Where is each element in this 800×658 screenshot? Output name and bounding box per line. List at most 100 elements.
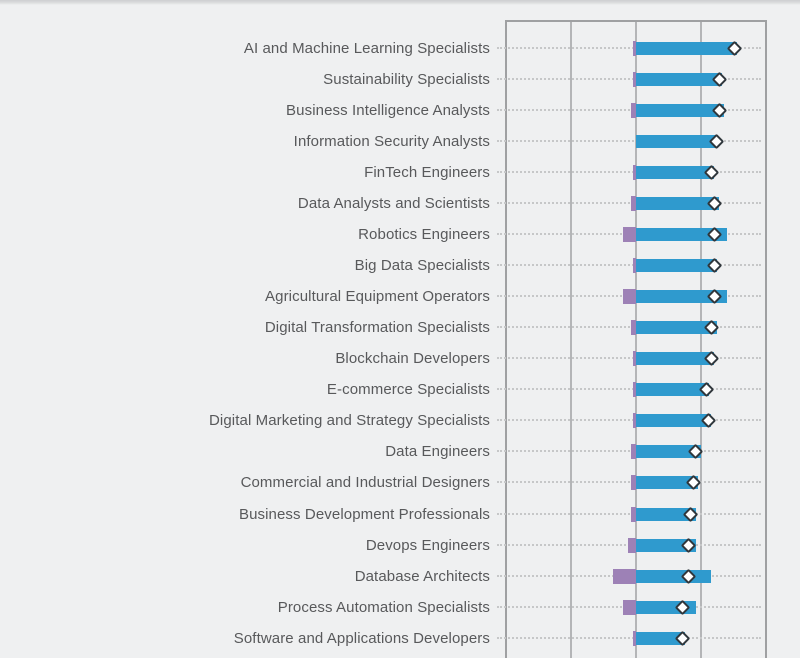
leader-dots xyxy=(497,139,761,142)
growth-bar xyxy=(636,569,712,583)
leader-dots xyxy=(497,357,761,360)
leader-dots xyxy=(497,170,761,173)
chart-row: Information Security Analysts xyxy=(0,126,800,157)
gridline xyxy=(700,20,702,658)
decline-bar xyxy=(630,444,636,460)
chart-row: Sustainability Specialists xyxy=(0,64,800,95)
leader-dots xyxy=(497,450,761,453)
chart-row: FinTech Engineers xyxy=(0,157,800,188)
category-label: Database Architects xyxy=(354,567,490,585)
category-label: Blockchain Developers xyxy=(335,350,490,368)
decline-bar xyxy=(630,195,636,211)
category-label: Information Security Analysts xyxy=(293,132,490,150)
leader-dots xyxy=(497,108,761,111)
decline-bar xyxy=(623,289,636,305)
decline-bar xyxy=(633,40,636,56)
leader-dots xyxy=(497,481,761,484)
leader-dots xyxy=(497,636,761,639)
growth-bar xyxy=(636,507,696,521)
decline-bar xyxy=(633,351,636,367)
category-label: Digital Transformation Specialists xyxy=(264,319,490,337)
chart-row: Business Development Professionals xyxy=(0,499,800,530)
growth-bar xyxy=(636,103,725,117)
chart-row: Devops Engineers xyxy=(0,530,800,561)
decline-bar xyxy=(630,320,636,336)
decline-bar xyxy=(633,71,636,87)
decline-bar xyxy=(633,382,636,398)
category-label: Robotics Engineers xyxy=(358,225,490,243)
growth-bar xyxy=(636,227,727,241)
gridline xyxy=(570,20,572,658)
chart-row: Data Analysts and Scientists xyxy=(0,188,800,219)
chart-row: Data Engineers xyxy=(0,436,800,467)
decline-bar xyxy=(612,568,636,584)
growth-bar xyxy=(636,72,722,86)
category-label: Devops Engineers xyxy=(365,536,490,554)
growth-bar xyxy=(636,414,712,428)
growth-bar xyxy=(636,383,709,397)
growth-bar xyxy=(636,290,727,304)
plot-border-top xyxy=(505,20,767,22)
chart-row: Commercial and Industrial Designers xyxy=(0,467,800,498)
decline-bar xyxy=(633,413,636,429)
chart-row: AI and Machine Learning Specialists xyxy=(0,33,800,64)
decline-bar xyxy=(630,506,636,522)
category-label: AI and Machine Learning Specialists xyxy=(243,39,490,57)
chart-row: Blockchain Developers xyxy=(0,343,800,374)
leader-dots xyxy=(497,201,761,204)
decline-bar xyxy=(623,226,636,242)
chart-row: Database Architects xyxy=(0,561,800,592)
decline-bar xyxy=(623,599,636,615)
leader-dots xyxy=(497,263,761,266)
cropped-top-edge xyxy=(0,0,800,5)
growth-bar xyxy=(636,538,696,552)
chart-row: Process Automation Specialists xyxy=(0,592,800,623)
growth-bar xyxy=(636,165,714,179)
category-label: Agricultural Equipment Operators xyxy=(265,288,490,306)
growth-bar xyxy=(636,445,701,459)
category-label: Data Analysts and Scientists xyxy=(297,194,490,212)
category-label: E-commerce Specialists xyxy=(326,381,490,399)
chart-row: Software and Applications Developers xyxy=(0,623,800,654)
chart-row: Digital Marketing and Strategy Specialis… xyxy=(0,405,800,436)
category-label: Digital Marketing and Strategy Specialis… xyxy=(209,412,490,430)
growth-bar xyxy=(636,631,686,645)
growth-bar xyxy=(636,258,717,272)
leader-dots xyxy=(497,326,761,329)
leader-dots xyxy=(497,77,761,80)
category-label: Commercial and Industrial Designers xyxy=(240,474,490,492)
chart-row: Robotics Engineers xyxy=(0,219,800,250)
category-label: Big Data Specialists xyxy=(354,256,490,274)
growth-bar xyxy=(636,321,717,335)
category-label: FinTech Engineers xyxy=(364,163,490,181)
chart-row: Agricultural Equipment Operators xyxy=(0,281,800,312)
decline-bar xyxy=(630,102,636,118)
decline-bar xyxy=(633,257,636,273)
leader-dots xyxy=(497,46,761,49)
plot-border-vertical xyxy=(505,20,507,658)
category-label: Process Automation Specialists xyxy=(277,598,490,616)
category-label: Business Development Professionals xyxy=(238,505,490,523)
category-label: Sustainability Specialists xyxy=(323,70,490,88)
growth-bar xyxy=(636,41,738,55)
growth-bar xyxy=(636,476,699,490)
decline-bar xyxy=(633,164,636,180)
plot-border-vertical xyxy=(765,20,767,658)
growth-bar xyxy=(636,196,720,210)
leader-dots xyxy=(497,388,761,391)
growth-bar xyxy=(636,352,714,366)
decline-bar xyxy=(633,630,636,646)
chart-row: Digital Transformation Specialists xyxy=(0,312,800,343)
decline-bar xyxy=(630,475,636,491)
category-label: Business Intelligence Analysts xyxy=(286,101,490,119)
chart-row: Business Intelligence Analysts xyxy=(0,95,800,126)
category-label: Data Engineers xyxy=(385,443,490,461)
growth-bar xyxy=(636,134,717,148)
chart-row: E-commerce Specialists xyxy=(0,374,800,405)
leader-dots xyxy=(497,419,761,422)
chart-row: Big Data Specialists xyxy=(0,250,800,281)
gridline xyxy=(635,20,637,658)
category-label: Software and Applications Developers xyxy=(233,629,490,647)
leader-dots xyxy=(497,512,761,515)
